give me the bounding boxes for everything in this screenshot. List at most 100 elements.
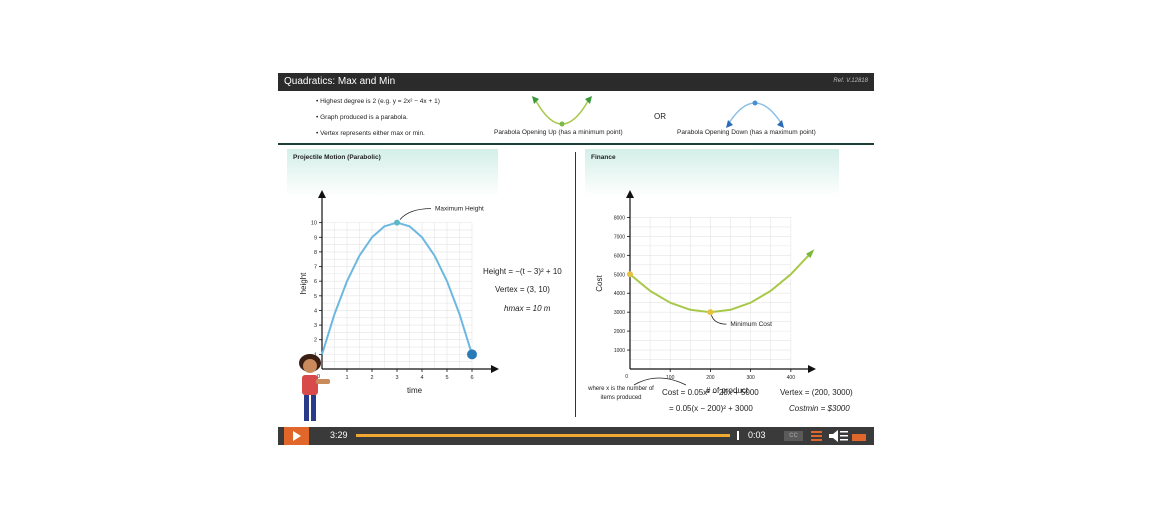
- progress-bar[interactable]: [356, 434, 731, 437]
- character-leg-right: [311, 395, 316, 421]
- player-controls: 3:29 0:03 CC: [278, 427, 874, 445]
- finance-note: where x is the number of items produced: [588, 386, 654, 401]
- y-tick-label: 7000: [614, 234, 625, 240]
- character-leg-left: [304, 395, 309, 421]
- video-player: Quadratics: Max and Min Ref. V.12818 Hig…: [278, 73, 874, 445]
- volume-button[interactable]: [829, 430, 849, 442]
- x-tick-label: 100: [666, 375, 675, 381]
- data-point: [707, 309, 714, 316]
- y-tick-label: 4: [314, 308, 317, 314]
- x-tick-label: 2: [370, 375, 373, 381]
- parabola-down-sketch: [726, 100, 784, 128]
- bullet-item: Highest degree is 2 (e.g. y = 2x² − 4x +…: [316, 97, 440, 113]
- annotation-line: [711, 315, 727, 325]
- y-tick-label: 7: [314, 265, 317, 271]
- finance-panel-title: Finance: [591, 154, 616, 161]
- y-tick-label: 2: [314, 338, 317, 344]
- y-axis-arrow: [318, 190, 326, 198]
- parabola-down-curve: [728, 102, 782, 124]
- or-label: OR: [654, 112, 666, 121]
- section-divider: [278, 143, 874, 145]
- current-time: 3:29: [330, 430, 348, 440]
- opening-up-label: Parabola Opening Up (has a minimum point…: [494, 129, 623, 136]
- fullscreen-button[interactable]: [852, 431, 866, 441]
- volume-level-icon: [840, 435, 848, 437]
- character-face: [303, 359, 317, 373]
- y-tick-label: 6000: [614, 253, 625, 259]
- note-pointer-line: [633, 377, 687, 386]
- y-tick-label: 10: [311, 221, 317, 227]
- bullet-item: Vertex represents either max or min.: [316, 129, 440, 145]
- minimum-point: [559, 121, 565, 127]
- progress-thumb[interactable]: [737, 431, 739, 440]
- projectile-chart: 123456123456789100timeheightMaximum Heig…: [299, 190, 499, 395]
- arrow-head-left: [726, 120, 733, 128]
- x-axis-arrow: [491, 365, 499, 373]
- maximum-point: [752, 100, 758, 106]
- finance-panel-header: Finance: [585, 149, 839, 197]
- volume-level-icon: [840, 431, 848, 433]
- fullscreen-icon: [852, 434, 866, 441]
- speaker-icon: [829, 430, 838, 442]
- x-tick-label: 1: [345, 375, 348, 381]
- menu-icon: [811, 439, 822, 441]
- x-tick-label: 400: [787, 375, 796, 381]
- finance-equation-vertex: Vertex = (200, 3000): [780, 388, 853, 397]
- data-point: [467, 349, 477, 360]
- finance-equation-costmin: Costmin = $3000: [789, 404, 850, 413]
- arrow-head-right: [777, 120, 784, 128]
- projectile-panel-title: Projectile Motion (Parabolic): [293, 154, 381, 161]
- series-arrow: [806, 249, 815, 258]
- page-title: Quadratics: Max and Min: [284, 76, 396, 87]
- x-axis-label: time: [407, 386, 423, 395]
- x-axis-arrow: [808, 365, 816, 373]
- y-tick-label: 1000: [614, 348, 625, 354]
- y-tick-label: 5000: [614, 272, 625, 278]
- y-tick-label: 8: [314, 250, 317, 256]
- y-tick-label: 9: [314, 235, 317, 241]
- y-axis-label: height: [299, 272, 308, 295]
- arrow-head-left: [532, 96, 539, 104]
- opening-down-label: Parabola Opening Down (has a maximum poi…: [677, 129, 816, 136]
- x-tick-label: 5: [445, 375, 448, 381]
- character-illustration: [299, 354, 330, 421]
- x-tick-label: 4: [420, 375, 423, 381]
- projectile-panel-header: Projectile Motion (Parabolic): [287, 149, 498, 197]
- y-tick-label: 3000: [614, 310, 625, 316]
- menu-button[interactable]: [811, 431, 822, 441]
- reference-code: Ref. V.12818: [833, 78, 868, 84]
- origin-label: 0: [625, 374, 628, 380]
- x-tick-label: 3: [395, 375, 398, 381]
- x-axis-label: # of product: [706, 386, 749, 395]
- note-pointer: [633, 377, 687, 386]
- lesson-slide: Highest degree is 2 (e.g. y = 2x² − 4x +…: [278, 91, 874, 427]
- annotation-label: Maximum Height: [435, 206, 484, 213]
- y-axis-arrow: [626, 190, 634, 198]
- play-button[interactable]: [284, 427, 309, 445]
- y-tick-label: 8000: [614, 215, 625, 221]
- finance-equation-cost: Cost = 0.05x² − 20x + 5000: [662, 388, 759, 397]
- intro-bullets: Highest degree is 2 (e.g. y = 2x² − 4x +…: [316, 97, 440, 145]
- finance-chart: 100 200 300 400 1000 2000 3000 4000 5000 6000 7000…: [595, 190, 816, 395]
- x-tick-label: 200: [706, 375, 715, 381]
- data-point: [627, 271, 633, 278]
- origin-label: 0: [317, 374, 320, 380]
- y-tick-label: 3: [314, 323, 317, 329]
- y-tick-label: 6: [314, 279, 317, 285]
- remaining-time: 0:03: [748, 430, 766, 440]
- projectile-equation-height: Height = −(t − 3)² + 10: [483, 267, 562, 276]
- parabola-up-curve: [535, 100, 589, 125]
- panel-divider: [575, 152, 576, 417]
- menu-icon: [811, 435, 822, 437]
- y-tick-label: 2000: [614, 329, 625, 335]
- closed-captions-button[interactable]: CC: [784, 431, 803, 441]
- y-tick-label: 5: [314, 294, 317, 300]
- menu-icon: [811, 431, 822, 433]
- bullet-item: Graph produced is a parabola.: [316, 113, 440, 129]
- x-tick-label: 6: [470, 375, 473, 381]
- annotation-line: [399, 208, 432, 220]
- arrow-head-right: [585, 96, 592, 104]
- character-top: [302, 375, 318, 395]
- character-arm: [316, 379, 330, 384]
- series-line: [629, 252, 812, 314]
